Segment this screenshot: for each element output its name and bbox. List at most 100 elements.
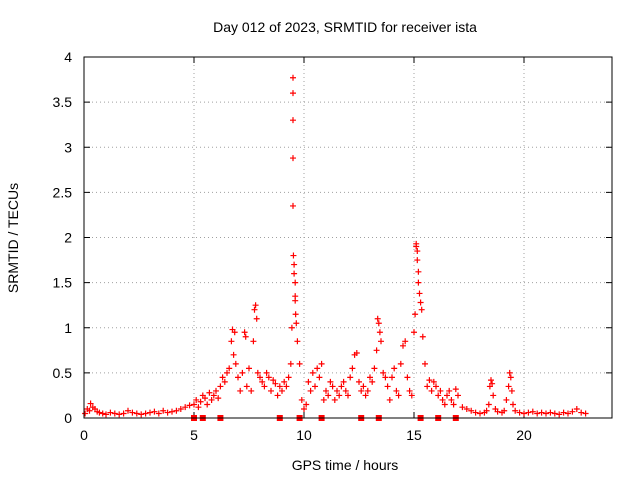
data-point <box>411 329 417 336</box>
y-tick-label: 3 <box>64 139 72 155</box>
data-point <box>543 410 549 417</box>
data-point <box>290 155 296 162</box>
data-point <box>155 410 162 417</box>
data-point <box>397 360 404 367</box>
data-point <box>259 378 266 385</box>
data-point <box>391 365 398 372</box>
data-point <box>287 360 294 367</box>
data-point <box>129 409 136 416</box>
data-point <box>274 392 281 399</box>
data-point <box>206 389 213 396</box>
data-point <box>142 410 149 417</box>
data-point <box>426 377 433 384</box>
data-point <box>329 383 336 390</box>
data-point <box>374 315 381 322</box>
data-point <box>87 400 94 407</box>
data-point <box>202 395 208 402</box>
data-point <box>437 387 444 394</box>
data-point <box>226 365 233 372</box>
data-point <box>415 279 422 286</box>
chart-title: Day 012 of 2023, SRMTID for receiver ist… <box>213 19 477 35</box>
data-point <box>472 409 479 416</box>
data-point <box>435 392 442 399</box>
data-point <box>86 407 93 414</box>
data-point <box>569 408 576 415</box>
data-point <box>270 377 277 384</box>
data-point <box>404 374 411 381</box>
data-point <box>312 383 318 390</box>
data-point <box>488 377 494 384</box>
data-point <box>534 410 541 417</box>
data-point <box>182 404 189 411</box>
data-point <box>217 383 224 390</box>
data-point <box>364 387 371 394</box>
data-point <box>334 387 340 394</box>
x-tick-label: 5 <box>190 427 198 443</box>
data-point <box>452 386 459 393</box>
data-point <box>556 411 563 418</box>
data-point <box>489 380 496 387</box>
data-point <box>307 387 314 394</box>
y-tick-label: 0 <box>64 410 72 426</box>
data-point <box>276 383 283 390</box>
data-point <box>483 407 490 414</box>
data-point <box>417 299 424 306</box>
y-tick-label: 4 <box>64 49 72 65</box>
data-point <box>243 383 250 390</box>
data-point <box>291 261 298 268</box>
data-point <box>241 329 248 336</box>
data-point <box>263 369 270 376</box>
data-point <box>356 378 362 385</box>
data-point <box>347 374 354 381</box>
data-point <box>125 407 131 414</box>
data-point <box>325 392 332 399</box>
data-point <box>303 401 310 408</box>
data-point <box>400 342 406 349</box>
data-point <box>560 409 567 416</box>
data-point <box>316 374 323 381</box>
data-point <box>386 396 393 403</box>
data-point <box>292 311 299 318</box>
data-point <box>290 202 296 209</box>
data-point <box>298 396 305 403</box>
data-point <box>169 408 175 415</box>
data-point <box>252 302 259 309</box>
data-point <box>253 315 260 322</box>
data-point <box>292 279 299 286</box>
data-point <box>415 268 422 275</box>
data-point <box>446 387 453 394</box>
data-point <box>402 338 409 345</box>
data-point <box>516 409 523 416</box>
data-point <box>219 374 226 381</box>
data-point <box>455 392 461 399</box>
data-point <box>215 395 222 402</box>
data-point <box>463 405 470 412</box>
data-point <box>204 401 211 408</box>
data-point <box>490 392 497 399</box>
data-point <box>340 378 347 385</box>
data-point <box>408 392 415 399</box>
data-point <box>358 387 365 394</box>
data-point <box>191 401 197 408</box>
data-point <box>261 383 268 390</box>
data-point <box>305 378 312 385</box>
y-tick-label: 0.5 <box>53 365 73 381</box>
data-point <box>309 369 316 376</box>
data-point <box>521 410 527 417</box>
y-tick-label: 1.5 <box>53 275 73 291</box>
data-point <box>424 383 431 390</box>
data-point <box>414 257 421 264</box>
data-point <box>96 409 103 416</box>
data-point <box>371 365 378 372</box>
data-point <box>235 374 241 381</box>
data-point <box>301 405 307 412</box>
data-point <box>221 378 228 385</box>
data-point <box>82 410 89 417</box>
data-point <box>468 407 475 414</box>
data-point <box>477 410 483 417</box>
data-point <box>565 410 571 417</box>
data-point <box>578 409 585 416</box>
data-point <box>419 333 426 340</box>
data-point <box>268 387 274 394</box>
